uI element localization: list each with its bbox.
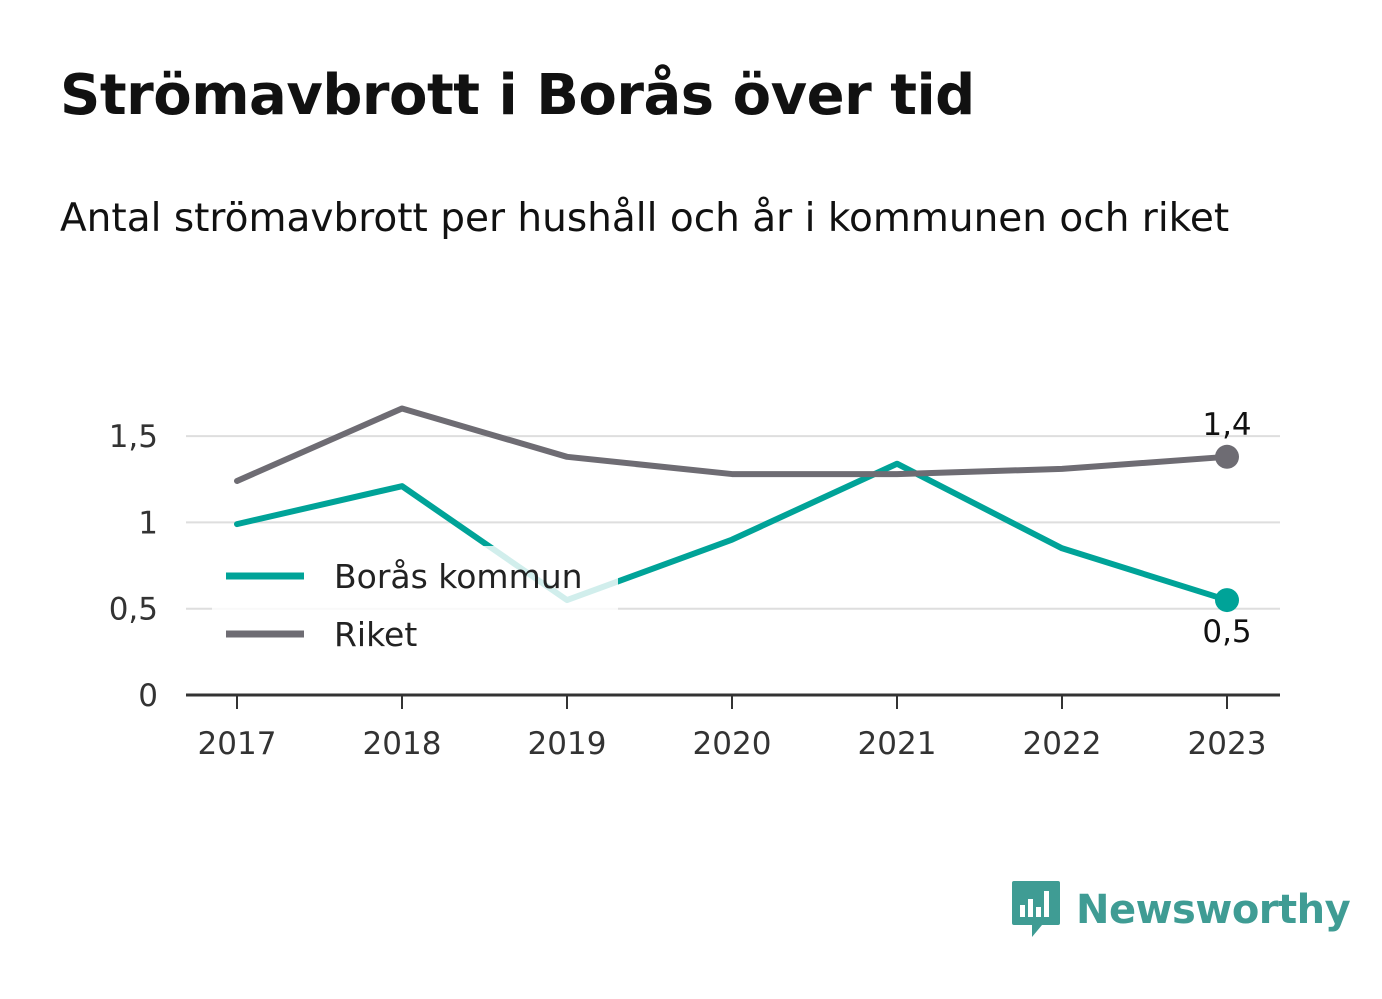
x-axis: 2017 2018 2019 2020 2021 2022 2023: [186, 693, 1280, 762]
x-tick-label: 2022: [1023, 726, 1102, 762]
series-line-riket: [234, 405, 1230, 484]
x-tick-label: 2020: [693, 726, 772, 762]
legend-label: Borås kommun: [334, 557, 583, 596]
legend-background: [212, 546, 618, 664]
legend-label: Riket: [334, 615, 417, 654]
chart-subtitle: Antal strömavbrott per hushåll och år i …: [60, 196, 1230, 241]
x-tick-label: 2019: [528, 726, 607, 762]
end-labels: 1,4 0,5: [1202, 407, 1251, 650]
series-line-boras-kommun: [234, 460, 1230, 604]
y-tick-label: 1,5: [109, 419, 158, 455]
end-marker: [1215, 444, 1239, 469]
y-tick-label: 1: [138, 505, 158, 541]
y-axis: 0 0,5 1 1,5: [109, 419, 158, 714]
y-tick-label: 0,5: [109, 592, 158, 628]
newsworthy-logo-icon: [1012, 881, 1060, 937]
x-tick-label: 2021: [858, 726, 937, 762]
x-tick-label: 2018: [363, 726, 442, 762]
end-marker: [1215, 588, 1239, 613]
y-tick-label: 0: [138, 678, 158, 714]
x-tick-label: 2017: [198, 726, 277, 762]
end-value-label: 0,5: [1202, 614, 1251, 650]
chart-title: Strömavbrott i Borås över tid: [60, 63, 975, 128]
brand-logo: Newsworthy: [1010, 878, 1351, 942]
end-value-label: 1,4: [1202, 407, 1251, 443]
series-lines: [234, 405, 1230, 604]
legend: Borås kommun Riket: [212, 546, 618, 664]
brand-name: Newsworthy: [1076, 887, 1351, 933]
x-tick-label: 2023: [1188, 726, 1267, 762]
